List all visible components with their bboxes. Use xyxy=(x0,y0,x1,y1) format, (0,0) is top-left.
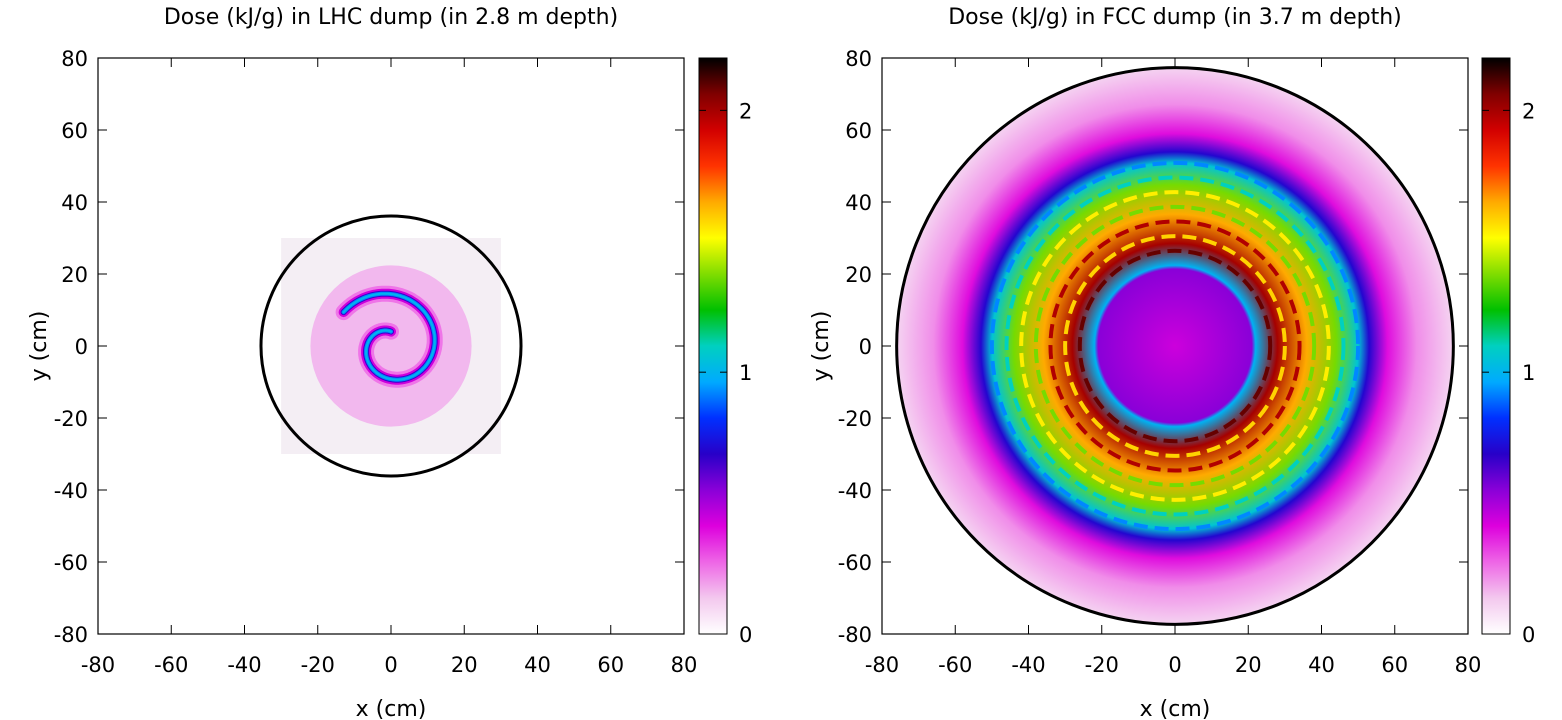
fcc-x-axis-label: x (cm) xyxy=(1140,697,1211,720)
fcc-sweep-ring xyxy=(989,160,1361,532)
lhc-y-axis-label: y (cm) xyxy=(27,311,52,382)
y-tick-label: 60 xyxy=(845,119,872,143)
fcc-heatmap xyxy=(895,66,1455,626)
lhc-colorbar: 0 1 2 xyxy=(698,57,752,647)
x-tick-label: -60 xyxy=(154,653,188,677)
lhc-dump-boundary xyxy=(259,214,523,478)
x-tick-label: 40 xyxy=(1308,653,1335,677)
x-tick-label: 60 xyxy=(1381,653,1408,677)
x-tick-label: 20 xyxy=(1235,653,1262,677)
lhc-heatmap xyxy=(259,214,523,478)
y-tick-label: -40 xyxy=(54,479,88,503)
y-tick-label: 80 xyxy=(61,47,88,71)
colorbar-tick-label: 2 xyxy=(739,99,752,123)
fcc-sweep-ring xyxy=(1033,204,1317,488)
lhc-chart-title: Dose (kJ/g) in LHC dump (in 2.8 m depth) xyxy=(164,5,618,30)
fcc-sweep-ring xyxy=(1048,219,1302,473)
x-tick-label: -20 xyxy=(301,653,335,677)
x-tick-label: -40 xyxy=(1011,653,1045,677)
x-tick-label: -60 xyxy=(938,653,972,677)
y-tick-label: -60 xyxy=(838,551,872,575)
y-tick-label: 40 xyxy=(845,191,872,215)
x-tick-label: -40 xyxy=(227,653,261,677)
x-tick-label: -80 xyxy=(865,653,899,677)
fcc-dose-panel: Dose (kJ/g) in FCC dump (in 3.7 m depth)… xyxy=(809,5,1535,720)
x-tick-label: 20 xyxy=(451,653,478,677)
colorbar-tick-label: 1 xyxy=(1522,361,1535,385)
x-tick-label: 0 xyxy=(1168,653,1181,677)
lhc-spiral-core xyxy=(342,292,436,381)
x-tick-label: 0 xyxy=(384,653,397,677)
lhc-ticks: -80 -60 -40 -20 0 20 40 60 80 80 60 40 20 0 -20 -40 -60 -… xyxy=(54,47,698,677)
fcc-dose-distribution xyxy=(896,67,1454,625)
y-tick-label: 40 xyxy=(61,191,88,215)
lhc-x-axis-label: x (cm) xyxy=(356,697,427,720)
x-tick-label: 60 xyxy=(597,653,624,677)
x-tick-label: -80 xyxy=(81,653,115,677)
fcc-colorbar: 0 1 2 xyxy=(1481,57,1535,647)
colorbar-tick-label: 2 xyxy=(1522,99,1535,123)
x-tick-label: 40 xyxy=(524,653,551,677)
y-tick-label: 20 xyxy=(845,263,872,287)
y-tick-label: -20 xyxy=(838,407,872,431)
lhc-colorbar-scale xyxy=(698,57,728,635)
fcc-dump-boundary xyxy=(895,66,1455,626)
fcc-ticks: -80 -60 -40 -20 0 20 40 60 80 80 60 40 20 0 -20 -40 -60 -… xyxy=(838,47,1482,677)
y-tick-label: -20 xyxy=(54,407,88,431)
y-tick-label: -40 xyxy=(838,479,872,503)
y-tick-label: 0 xyxy=(859,335,872,359)
fcc-y-axis-label: y (cm) xyxy=(809,311,834,382)
y-tick-label: -80 xyxy=(838,623,872,647)
y-tick-label: 60 xyxy=(61,119,88,143)
fcc-sweep-ring xyxy=(1077,248,1273,444)
fcc-colorbar-scale xyxy=(1481,57,1511,635)
colorbar-tick-label: 0 xyxy=(739,623,752,647)
y-tick-label: 20 xyxy=(61,263,88,287)
fcc-sweep-ring xyxy=(1004,175,1346,517)
y-tick-label: -60 xyxy=(54,551,88,575)
fcc-chart-title: Dose (kJ/g) in FCC dump (in 3.7 m depth) xyxy=(948,5,1402,30)
y-tick-label: 0 xyxy=(75,335,88,359)
fcc-sweep-ring xyxy=(1019,190,1331,502)
x-tick-label: 80 xyxy=(671,653,698,677)
y-tick-label: 80 xyxy=(845,47,872,71)
x-tick-label: 80 xyxy=(1455,653,1482,677)
x-tick-label: -20 xyxy=(1085,653,1119,677)
colorbar-tick-label: 1 xyxy=(739,361,752,385)
lhc-dose-panel: Dose (kJ/g) in LHC dump (in 2.8 m depth)… xyxy=(27,5,752,720)
fcc-sweep-ring xyxy=(1063,234,1287,458)
colorbar-tick-label: 0 xyxy=(1522,623,1535,647)
y-tick-label: -80 xyxy=(54,623,88,647)
